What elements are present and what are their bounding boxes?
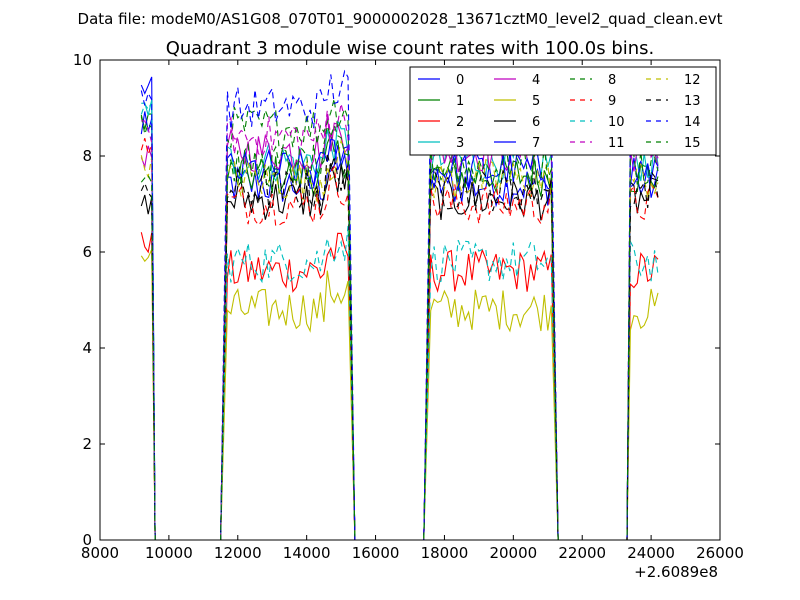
legend-label-9: 9	[608, 94, 616, 109]
x-tick-label: 26000	[696, 544, 744, 562]
axes-frame	[99, 59, 721, 541]
legend-label-8: 8	[608, 73, 616, 88]
y-tick-label: 2	[82, 435, 92, 453]
y-tick-label: 0	[82, 531, 92, 549]
chart-title: Quadrant 3 module wise count rates with …	[166, 38, 655, 59]
legend-label-14: 14	[684, 115, 701, 130]
legend-label-6: 6	[532, 115, 540, 130]
x-tick-label: 16000	[352, 544, 400, 562]
legend-label-3: 3	[456, 136, 464, 151]
x-tick-label: 20000	[489, 544, 537, 562]
x-offset-label: +2.6089e8	[634, 563, 718, 581]
legend-label-5: 5	[532, 94, 540, 109]
y-tick-label: 4	[82, 339, 92, 357]
series-line-5	[140, 249, 659, 540]
series-line-8	[140, 98, 659, 540]
series-line-12	[140, 138, 659, 540]
legend-label-13: 13	[684, 94, 701, 109]
series-line-13	[140, 152, 659, 540]
series-line-15	[140, 124, 659, 540]
y-tick-label: 6	[82, 243, 92, 261]
series-line-9	[140, 138, 659, 540]
legend-label-10: 10	[608, 115, 625, 130]
series-line-10	[140, 101, 659, 540]
series-line-7	[140, 111, 659, 540]
legend-label-11: 11	[608, 136, 625, 151]
legend-box	[409, 66, 717, 156]
x-tick-label: 24000	[627, 544, 675, 562]
x-tick-label: 18000	[421, 544, 469, 562]
x-tick-label: 14000	[283, 544, 331, 562]
x-tick-label: 8000	[81, 544, 119, 562]
legend-label-15: 15	[684, 136, 701, 151]
legend-label-2: 2	[456, 115, 464, 130]
x-tick-label: 10000	[145, 544, 193, 562]
series-line-1	[140, 113, 659, 540]
legend-label-7: 7	[532, 136, 540, 151]
legend-label-0: 0	[456, 73, 464, 88]
series-line-11	[141, 103, 659, 540]
y-tick-label: 8	[82, 147, 92, 165]
legend-label-12: 12	[684, 73, 701, 88]
axes: 8000 10000 12000 14000 16000 18000 20000 22000 2…	[73, 51, 744, 562]
x-tick-label: 12000	[214, 544, 262, 562]
legend-label-4: 4	[532, 73, 540, 88]
data-file-label: Data file: modeM0/AS1G08_070T01_90000020…	[78, 10, 723, 29]
series-line-4	[140, 113, 659, 540]
y-tick-label: 10	[73, 51, 92, 69]
series-line-6	[140, 162, 659, 540]
legend-label-1: 1	[456, 94, 464, 109]
x-tick-label: 22000	[558, 544, 606, 562]
series-line-3	[141, 99, 659, 540]
series-line-2	[140, 232, 659, 540]
